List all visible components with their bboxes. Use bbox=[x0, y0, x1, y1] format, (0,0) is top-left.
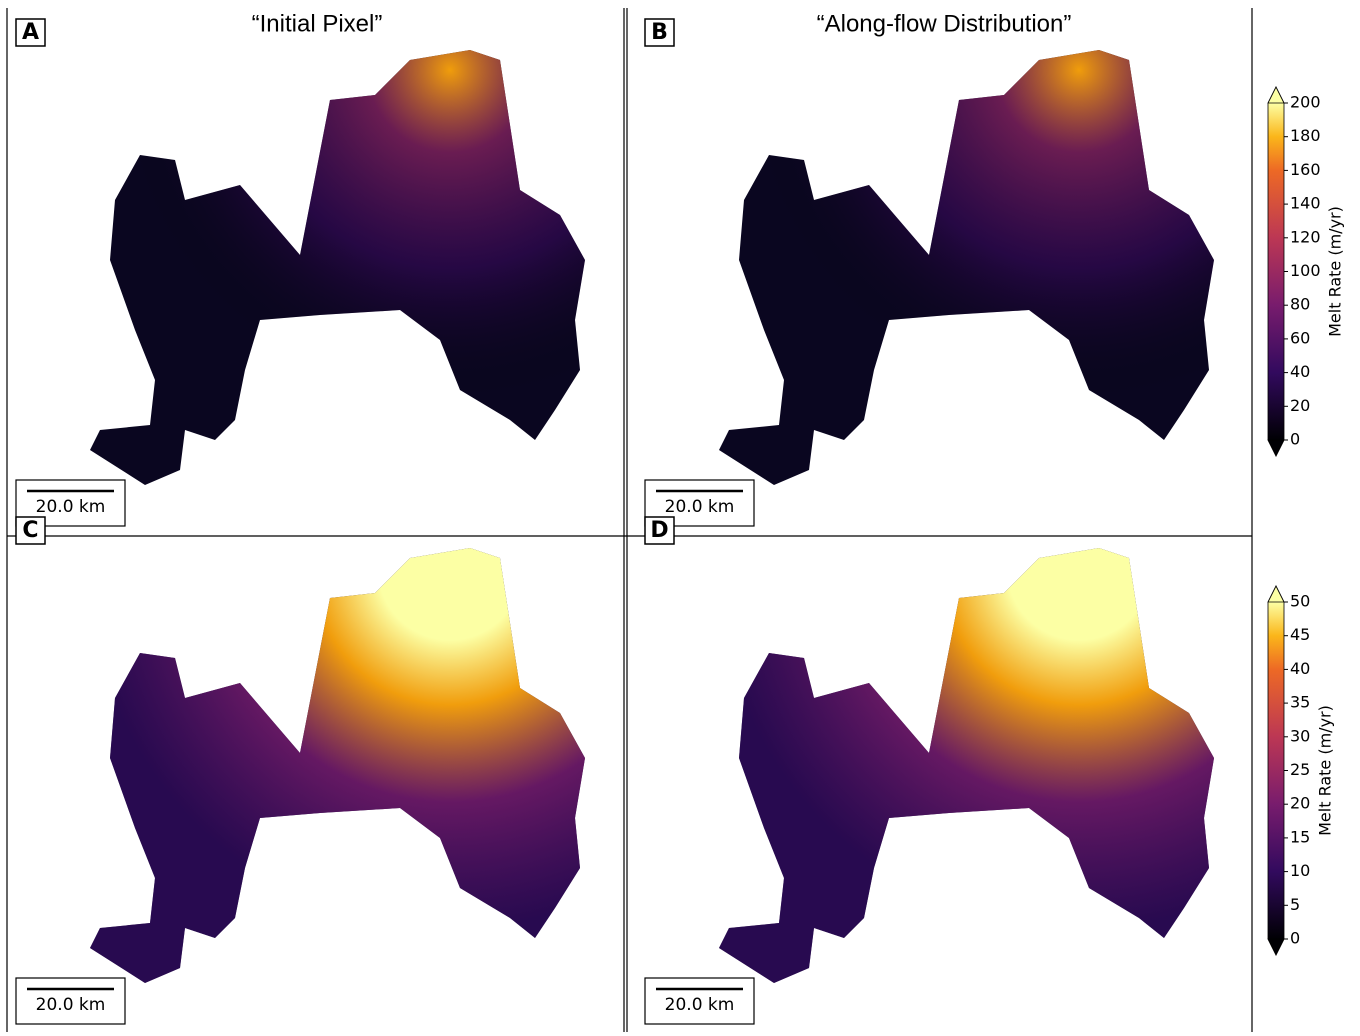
map-panel: D 20.0 km bbox=[644, 516, 1214, 1025]
colorbar-tick-label: 100 bbox=[1290, 261, 1321, 280]
letter-box bbox=[15, 516, 46, 545]
colorbar-extend-min bbox=[1267, 439, 1285, 457]
colorbar-tick-label: 30 bbox=[1290, 726, 1310, 745]
melt-field bbox=[90, 548, 585, 983]
colorbar-tick-label: 45 bbox=[1290, 625, 1310, 644]
colorbar-tick-label: 40 bbox=[1290, 362, 1310, 381]
map-panel: A 20.0 km bbox=[15, 18, 585, 527]
colorbar bbox=[1268, 602, 1284, 939]
letter-box bbox=[644, 516, 675, 545]
map-panel: C 20.0 km bbox=[15, 516, 585, 1025]
melt-field bbox=[90, 50, 585, 485]
colorbar-tick-label: 120 bbox=[1290, 227, 1321, 246]
scale-bar-label: 20.0 km bbox=[36, 497, 106, 517]
panel-letter: B bbox=[651, 20, 668, 45]
colorbar-tick-label: 35 bbox=[1290, 693, 1310, 712]
colorbar-tick-label: 20 bbox=[1290, 396, 1310, 415]
colorbar-tick-label: 20 bbox=[1290, 794, 1310, 813]
panel-title: “Initial Pixel” bbox=[252, 10, 383, 37]
colorbar-tick-label: 140 bbox=[1290, 194, 1321, 213]
scale-bar-label: 20.0 km bbox=[36, 995, 106, 1015]
colorbar-tick-label: 80 bbox=[1290, 295, 1310, 314]
scale-bar-label: 20.0 km bbox=[665, 995, 735, 1015]
panel-letter: C bbox=[22, 518, 38, 543]
scale-bar-label: 20.0 km bbox=[665, 497, 735, 517]
panel-letter: A bbox=[22, 20, 39, 45]
colorbar-tick-label: 40 bbox=[1290, 659, 1310, 678]
colorbar-tick-label: 5 bbox=[1290, 895, 1300, 914]
colorbar-extend-max bbox=[1267, 86, 1285, 104]
colorbar-tick-label: 200 bbox=[1290, 93, 1321, 112]
scale-bar-box bbox=[15, 977, 126, 1025]
colorbar-tick-label: 180 bbox=[1290, 126, 1321, 145]
melt-field bbox=[719, 548, 1214, 983]
colorbar-tick-label: 0 bbox=[1290, 430, 1300, 449]
panel-letter: D bbox=[650, 518, 668, 543]
colorbar-tick-label: 160 bbox=[1290, 160, 1321, 179]
colorbar-tick-label: 10 bbox=[1290, 861, 1310, 880]
letter-box bbox=[644, 18, 675, 47]
colorbar-tick-label: 60 bbox=[1290, 328, 1310, 347]
colorbar-label: Melt Rate (m/yr) bbox=[1316, 705, 1335, 836]
colorbar-extend-max bbox=[1267, 585, 1285, 603]
colorbar-tick-label: 25 bbox=[1290, 760, 1310, 779]
colorbar-extend-min bbox=[1267, 938, 1285, 956]
panel-title: “Along-flow Distribution” bbox=[817, 10, 1072, 37]
melt-field bbox=[719, 50, 1214, 485]
colorbar-tick-label: 0 bbox=[1290, 929, 1300, 948]
scale-bar-box bbox=[644, 977, 755, 1025]
letter-box bbox=[15, 18, 46, 47]
map-panel: B 20.0 km bbox=[644, 18, 1214, 527]
colorbar-tick-label: 50 bbox=[1290, 592, 1310, 611]
colorbar-tick-label: 15 bbox=[1290, 827, 1310, 846]
colorbar bbox=[1268, 103, 1284, 440]
panel-borders bbox=[6, 8, 1253, 1032]
colorbar-label: Melt Rate (m/yr) bbox=[1326, 206, 1345, 337]
